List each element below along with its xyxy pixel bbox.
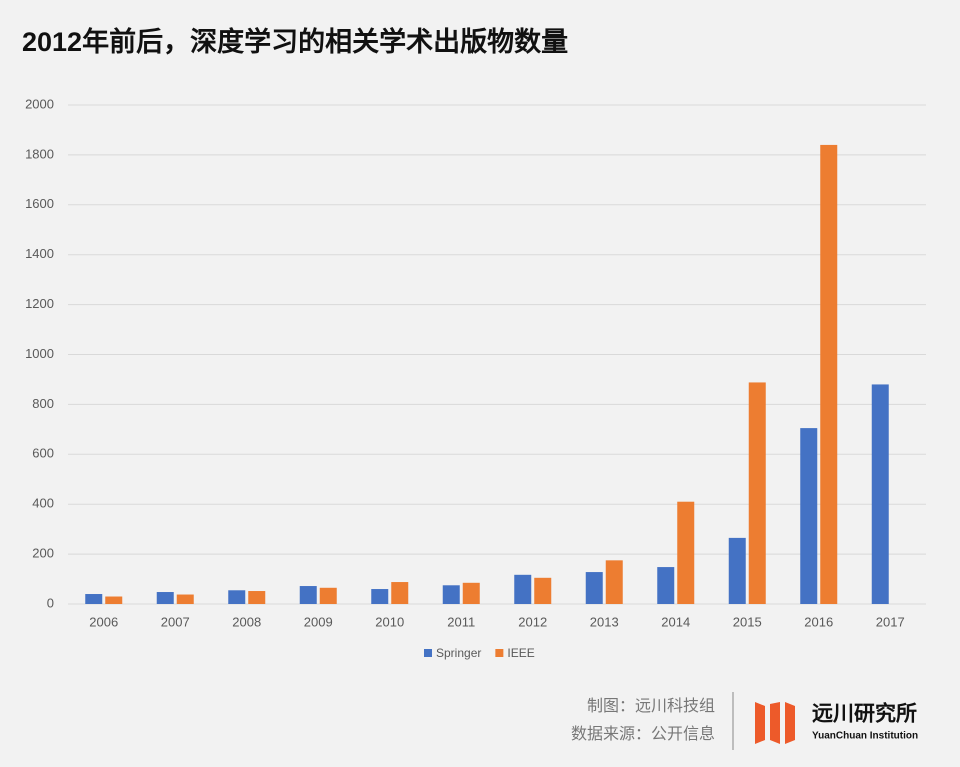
bar [728,537,746,604]
bar [228,590,246,604]
bar [371,589,389,604]
x-tick-label: 2013 [590,614,619,629]
y-tick-label: 1400 [25,246,54,261]
x-tick-label: 2007 [161,614,190,629]
y-tick-label: 1000 [25,346,54,361]
y-tick-label: 800 [32,396,54,411]
bar [442,585,460,604]
x-tick-label: 2010 [375,614,404,629]
y-tick-label: 400 [32,496,54,511]
x-tick-label: 2011 [447,614,475,629]
x-tick-label: 2016 [804,614,833,629]
bar [748,382,766,604]
brand: 远川研究所 [812,702,917,726]
x-tick-label: 2015 [733,614,762,629]
x-tick-label: 2006 [89,614,118,629]
credit: 制图：远川科技组 [587,697,715,715]
bar [657,567,675,604]
bar [871,384,889,604]
y-tick-label: 200 [32,546,54,561]
brand-en: YuanChuan Institution [812,731,918,742]
source: 数据来源：公开信息 [571,725,715,743]
bar [248,591,266,604]
x-tick-label: 2008 [232,614,261,629]
bar [105,596,123,604]
bar [391,582,409,604]
chart-title: 2012年前后，深度学习的相关学术出版物数量 [22,26,568,57]
logo-mark [755,702,795,744]
bar [800,428,818,604]
x-tick-label: 2012 [518,614,547,629]
bar [605,560,623,604]
bar [677,501,695,604]
legend-swatch [424,649,432,657]
y-tick-label: 2000 [25,96,54,111]
x-tick-label: 2017 [876,614,905,629]
y-tick-label: 1800 [25,146,54,161]
bar [176,594,194,604]
bar [820,144,838,605]
y-tick-label: 600 [32,446,54,461]
bar [156,592,174,604]
bar [514,574,532,604]
bar [534,577,552,604]
legend-label: IEEE [507,646,534,660]
x-tick-label: 2009 [304,614,333,629]
x-tick-label: 2014 [661,614,690,629]
y-tick-label: 1200 [25,296,54,311]
bar [585,572,603,604]
legend-label: Springer [436,646,481,660]
legend-swatch [495,649,504,657]
bar [85,594,103,604]
bar [462,582,480,604]
y-tick-label: 1600 [25,196,54,211]
y-tick-label: 0 [47,595,54,610]
bar [299,586,317,604]
bar [319,587,337,604]
